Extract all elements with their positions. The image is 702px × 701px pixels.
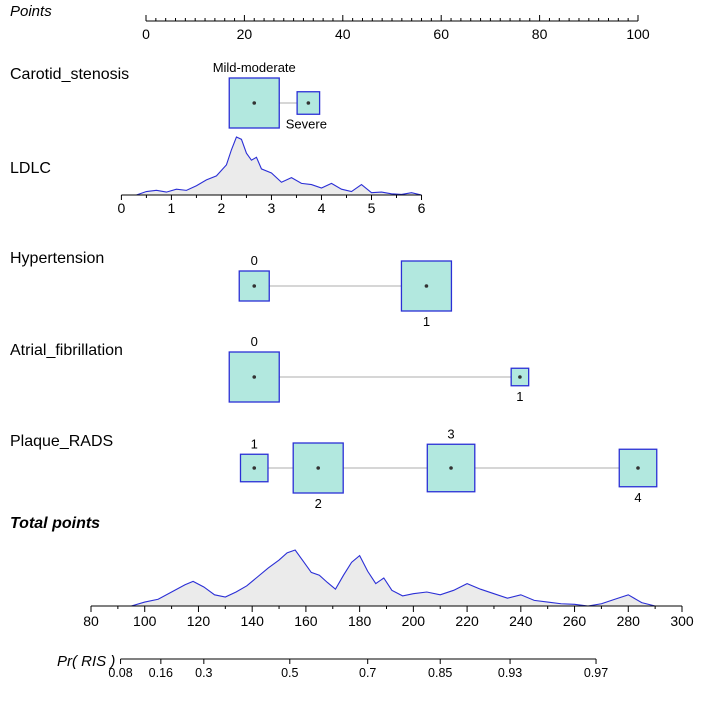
points-tick-label: 100 — [626, 26, 650, 42]
ldlc-tick-label: 0 — [118, 200, 126, 216]
probability-tick-label: 0.85 — [428, 666, 452, 680]
variable-label-ldlc: LDLC — [10, 160, 51, 177]
total-points-tick-label: 300 — [670, 613, 694, 629]
ldlc-tick-label: 4 — [318, 200, 326, 216]
points-tick-label: 20 — [237, 26, 253, 42]
hypertension-level-marker — [252, 284, 257, 288]
hypertension-level-label: 0 — [251, 253, 258, 268]
plaque-rads-level-marker — [252, 466, 257, 470]
plaque-rads-level-marker — [316, 466, 321, 470]
variable-label-hypertension: Hypertension — [10, 250, 104, 267]
points-tick-label: 0 — [142, 26, 150, 42]
total-points-tick-label: 240 — [509, 613, 533, 629]
plaque-rads-level-label: 1 — [251, 436, 258, 451]
variable-label-carotid-stenosis: Carotid_stenosis — [10, 66, 129, 83]
points-tick-label: 40 — [335, 26, 351, 42]
carotid-stenosis-level-label: Mild-moderate — [213, 60, 296, 75]
ldlc-tick-label: 2 — [218, 200, 226, 216]
total-points-tick-label: 200 — [402, 613, 426, 629]
variable-label-plaque-rads: Plaque_RADS — [10, 433, 113, 450]
ldlc-tick-label: 1 — [168, 200, 176, 216]
plaque-rads-level-box — [618, 448, 658, 488]
probability-tick-label: 0.5 — [281, 666, 298, 680]
carotid-stenosis-level-marker — [306, 101, 311, 105]
atrial-fibrillation-level-label: 1 — [516, 389, 523, 404]
total-points-tick-label: 160 — [294, 613, 318, 629]
ldlc-density-curve — [136, 136, 422, 196]
total-points-tick-label: 280 — [617, 613, 641, 629]
ldlc-tick-label: 6 — [418, 200, 426, 216]
total-points-tick-label: 100 — [133, 613, 157, 629]
probability-tick-label: 0.16 — [149, 666, 173, 680]
probability-tick-label: 0.93 — [498, 666, 522, 680]
ldlc-tick-label: 5 — [368, 200, 376, 216]
total-points-tick-label: 220 — [455, 613, 479, 629]
atrial-fibrillation-level-label: 0 — [251, 334, 258, 349]
probability-tick-label: 0.97 — [584, 666, 608, 680]
ldlc-tick-label: 3 — [268, 200, 276, 216]
total-points-tick-label: 80 — [83, 613, 99, 629]
probability-axis-title: Pr( RIS ) — [57, 653, 115, 670]
carotid-stenosis-level-label: Severe — [286, 116, 327, 131]
plaque-rads-level-label: 2 — [315, 496, 322, 511]
total-points-tick-label: 180 — [348, 613, 372, 629]
points-tick-label: 80 — [532, 26, 548, 42]
probability-tick-label: 0.08 — [108, 666, 132, 680]
total-points-density-curve — [131, 549, 656, 607]
total-points-title: Total points — [10, 515, 100, 532]
plaque-rads-level-marker — [636, 466, 640, 470]
total-points-tick-label: 140 — [241, 613, 265, 629]
atrial-fibrillation-level-marker — [252, 375, 257, 379]
points-tick-label: 60 — [433, 26, 449, 42]
carotid-stenosis-level-marker — [252, 101, 257, 105]
plaque-rads-level-label: 3 — [447, 426, 454, 441]
total-points-tick-label: 260 — [563, 613, 587, 629]
plaque-rads-level-marker — [449, 466, 453, 470]
plaque-rads-level-label: 4 — [634, 490, 641, 505]
atrial-fibrillation-level-marker — [518, 375, 522, 379]
hypertension-level-label: 1 — [423, 314, 430, 329]
total-points-tick-label: 120 — [187, 613, 211, 629]
variable-label-atrial-fibrillation: Atrial_fibrillation — [10, 342, 123, 359]
hypertension-level-marker — [424, 284, 429, 288]
points-axis-title: Points — [10, 3, 52, 20]
probability-tick-label: 0.3 — [195, 666, 212, 680]
probability-tick-label: 0.7 — [359, 666, 376, 680]
